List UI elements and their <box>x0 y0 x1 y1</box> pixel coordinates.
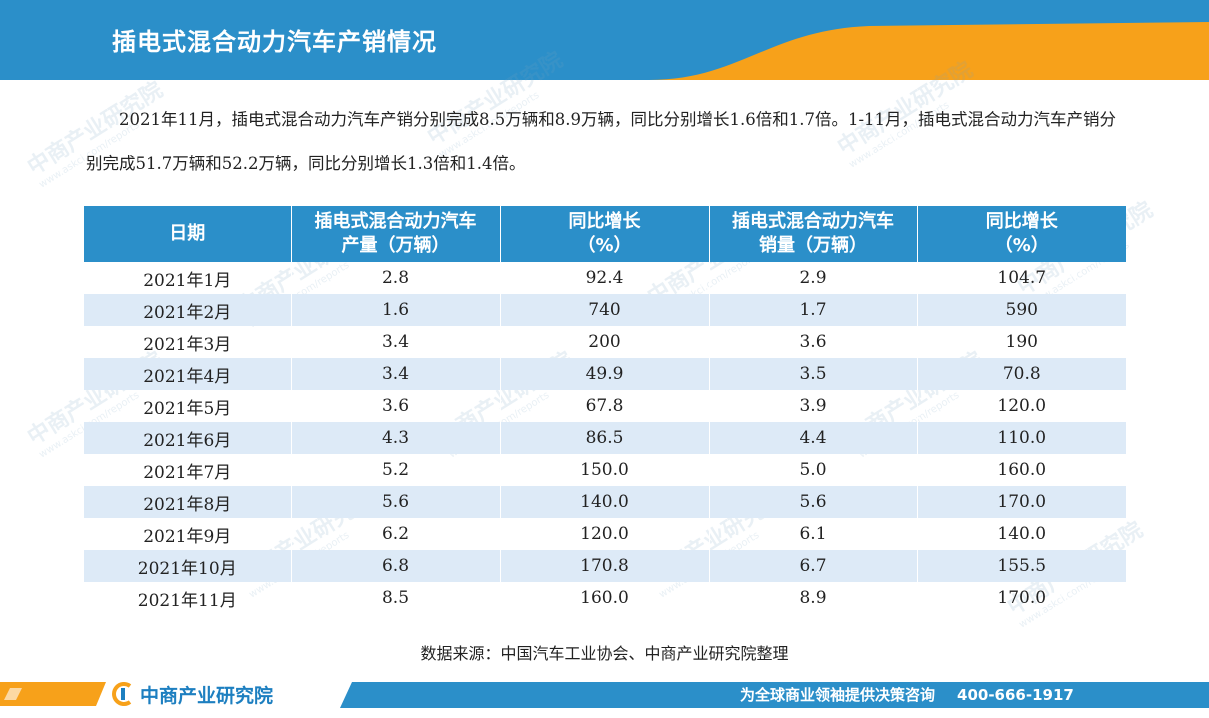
table-row: 2021年1月 2.8 92.4 2.9 104.7 <box>84 262 1126 294</box>
table-row: 2021年10月 6.8 170.8 6.7 155.5 <box>84 550 1126 582</box>
intro-paragraph: 2021年11月，插电式混合动力汽车产销分别完成8.5万辆和8.9万辆，同比分别… <box>86 110 1117 173</box>
table-row: 2021年4月 3.4 49.9 3.5 70.8 <box>84 358 1126 390</box>
cell-sales-yoy: 170.0 <box>997 588 1047 608</box>
cell-production: 3.6 <box>291 390 501 422</box>
cell-production-yoy: 86.5 <box>500 422 710 454</box>
cell-production-yoy: 120.0 <box>500 518 710 550</box>
cell-production: 5.6 <box>291 486 501 518</box>
cell-sales-yoy: 70.8 <box>917 358 1126 390</box>
cell-sales: 1.7 <box>709 294 918 326</box>
table-header-row: 日期 插电式混合动力汽车 产量（万辆） 同比增长 （%） 插电式混合动力汽车 销量（万… <box>84 206 1126 262</box>
header-production-yoy: 同比增长 （%） <box>500 206 710 262</box>
cell-production: 4.3 <box>291 422 501 454</box>
header-sales-yoy: 同比增长 （%） <box>917 206 1126 262</box>
footer-blue-bar-icon <box>340 682 1209 708</box>
cell-sales-yoy: 160.0 <box>997 460 1047 480</box>
cell-production-yoy: 49.9 <box>500 358 710 390</box>
cell-sales: 5.6 <box>709 486 918 518</box>
footer-orange-stripe-icon <box>0 682 106 706</box>
cell-production: 2.8 <box>291 262 501 294</box>
cell-production-yoy: 92.4 <box>500 262 710 294</box>
cell-production-yoy: 200 <box>500 326 710 358</box>
cell-date: 2021年2月 <box>84 294 292 326</box>
header-orange-wave-icon <box>649 22 1209 80</box>
footer-slogan: 为全球商业领袖提供决策咨询 <box>740 686 936 704</box>
table-row: 2021年2月 1.6 740 1.7 590 <box>84 294 1126 326</box>
page-header: 插电式混合动力汽车产销情况 <box>0 0 1209 80</box>
cell-date: 2021年5月 <box>84 390 292 422</box>
cell-date: 2021年10月 <box>84 550 292 582</box>
cell-date: 2021年7月 <box>84 454 292 486</box>
cell-production: 1.6 <box>291 294 501 326</box>
cell-production: 6.2 <box>291 518 501 550</box>
footer-phone: 400-666-1917 <box>957 686 1074 704</box>
cell-date: 2021年1月 <box>84 262 292 294</box>
cell-production: 5.2 <box>291 454 501 486</box>
cell-production: 3.4 <box>291 358 501 390</box>
footer-contact: 为全球商业领袖提供决策咨询 400-666-1917 <box>740 684 1074 705</box>
cell-sales-yoy: 110.0 <box>917 422 1126 454</box>
table-row: 2021年8月 5.6 140.0 5.6 170.0 <box>84 486 1126 518</box>
footer-logo-text: 中商产业研究院 <box>140 684 274 707</box>
cell-sales-yoy: 170.0 <box>917 486 1126 518</box>
cell-sales: 8.9 <box>709 582 918 614</box>
cell-production-yoy: 67.8 <box>500 390 710 422</box>
cell-date: 2021年8月 <box>84 486 292 518</box>
data-table: 日期 插电式混合动力汽车 产量（万辆） 同比增长 （%） 插电式混合动力汽车 销量（万… <box>84 206 1126 614</box>
cell-sales-yoy: 155.5 <box>917 550 1126 582</box>
cell-sales: 3.6 <box>709 326 918 358</box>
askci-logo-icon <box>112 682 132 706</box>
cell-production-yoy: 160.0 <box>500 582 710 614</box>
cell-sales-yoy: 590 <box>917 294 1126 326</box>
cell-production-yoy: 140.0 <box>500 486 710 518</box>
cell-sales: 3.9 <box>709 390 918 422</box>
cell-production-yoy: 150.0 <box>500 454 710 486</box>
cell-sales-yoy: 104.7 <box>997 268 1047 288</box>
cell-date: 2021年6月 <box>84 422 292 454</box>
cell-production: 8.5 <box>291 582 501 614</box>
cell-production-yoy: 170.8 <box>500 550 710 582</box>
cell-date: 2021年11月 <box>84 582 292 614</box>
header-production: 插电式混合动力汽车 产量（万辆） <box>291 206 501 262</box>
table-row: 2021年6月 4.3 86.5 4.4 110.0 <box>84 422 1126 454</box>
cell-production-yoy: 740 <box>500 294 710 326</box>
cell-production: 6.8 <box>291 550 501 582</box>
cell-sales: 3.5 <box>709 358 918 390</box>
cell-date: 2021年3月 <box>84 326 292 358</box>
table-row: 2021年7月 5.2 150.0 5.0 160.0 <box>84 454 1126 486</box>
header-date: 日期 <box>84 206 292 262</box>
table-row: 2021年9月 6.2 120.0 6.1 140.0 <box>84 518 1126 550</box>
table-row: 2021年3月 3.4 200 3.6 190 <box>84 326 1126 358</box>
data-source-note: 数据来源：中国汽车工业协会、中商产业研究院整理 <box>420 644 789 663</box>
cell-sales-yoy: 190 <box>1005 332 1038 352</box>
cell-sales-yoy: 140.0 <box>997 524 1047 544</box>
cell-sales: 6.1 <box>709 518 918 550</box>
footer-logo: 中商产业研究院 <box>110 682 274 707</box>
header-sales: 插电式混合动力汽车 销量（万辆） <box>709 206 918 262</box>
cell-sales: 5.0 <box>709 454 918 486</box>
cell-date: 2021年9月 <box>84 518 292 550</box>
cell-sales: 4.4 <box>709 422 918 454</box>
page-title: 插电式混合动力汽车产销情况 <box>112 28 437 56</box>
cell-production: 3.4 <box>291 326 501 358</box>
table-row: 2021年11月 8.5 160.0 8.9 170.0 <box>84 582 1126 614</box>
cell-sales-yoy: 120.0 <box>997 396 1047 416</box>
table-row: 2021年5月 3.6 67.8 3.9 120.0 <box>84 390 1126 422</box>
cell-date: 2021年4月 <box>84 358 292 390</box>
cell-sales: 2.9 <box>709 262 918 294</box>
cell-sales: 6.7 <box>709 550 918 582</box>
